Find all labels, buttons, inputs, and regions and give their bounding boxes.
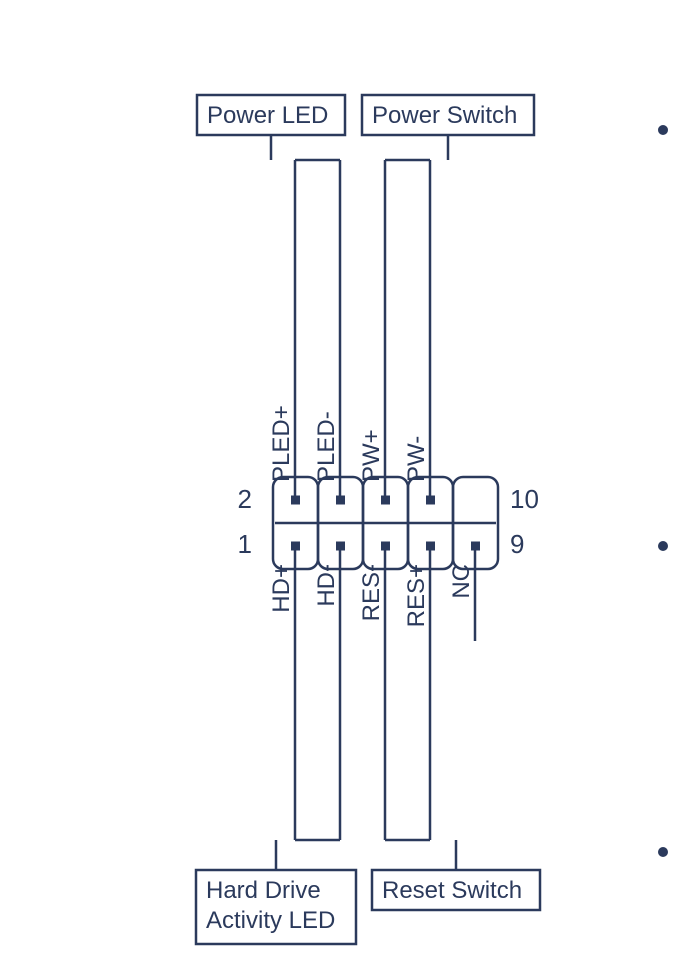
- pin-label-res-plus: RES+: [403, 564, 430, 627]
- pin-label-pled-minus: PLED-: [313, 411, 340, 482]
- power-led-box-label: Power LED: [207, 102, 328, 129]
- pin-number-9: 9: [510, 529, 524, 559]
- pin-label-pw-minus: PW-: [403, 436, 430, 482]
- hdd-led-box-label-1: Hard Drive: [206, 877, 321, 904]
- reset-switch-box-label: Reset Switch: [382, 877, 522, 904]
- power-switch-box-label: Power Switch: [372, 102, 517, 129]
- bullet-3: [658, 847, 668, 857]
- front-panel-header-diagram: 2 1 10 9 Power LED Power Switch Hard Drive Acti…: [0, 0, 700, 979]
- pin-label-pw-plus: PW+: [358, 429, 385, 482]
- pin-number-2: 2: [238, 484, 252, 514]
- bullet-2: [658, 541, 668, 551]
- pin-label-pled-plus: PLED+: [268, 405, 295, 482]
- pin-label-nc: NC: [448, 564, 475, 599]
- pin-number-10: 10: [510, 484, 539, 514]
- bullet-1: [658, 125, 668, 135]
- pin-number-1: 1: [238, 529, 252, 559]
- hdd-led-box-label-2: Activity LED: [206, 907, 335, 934]
- pin-label-res-minus: RES-: [358, 564, 385, 621]
- pin-label-hd-minus: HD-: [313, 564, 340, 607]
- pin-label-hd-plus: HD+: [268, 564, 295, 613]
